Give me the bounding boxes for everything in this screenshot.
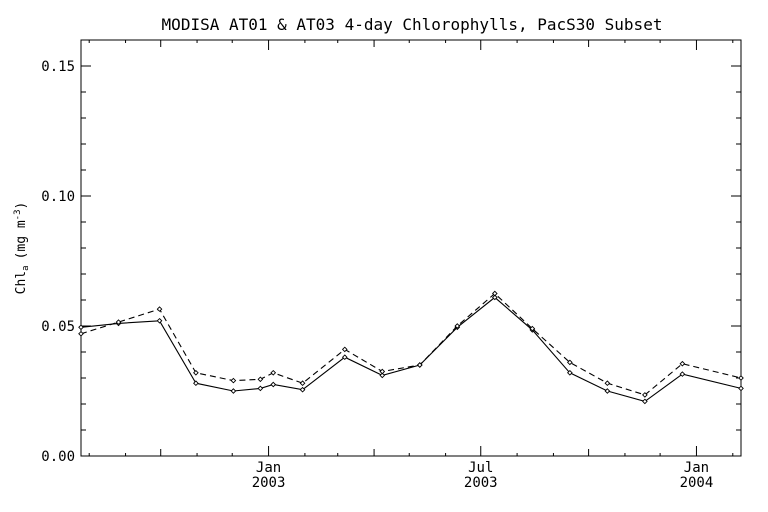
series-1-point (257, 385, 264, 392)
series-2-dashed-line (80, 292, 742, 396)
x-tick-label-year: 2003 (252, 475, 286, 491)
series-1-point (299, 386, 306, 393)
series-1-point (156, 317, 163, 324)
series-2-point (679, 360, 686, 367)
series-1-point (738, 385, 744, 392)
x-tick-label-month: Jul (468, 460, 493, 476)
y-axis-label-close: ) (14, 202, 29, 210)
y-tick-label: 0.15 (41, 59, 75, 75)
x-tick-label-year: 2003 (464, 475, 498, 491)
plot-frame (80, 39, 742, 457)
y-axis-ticks: 0.00 0.05 0.10 0.15 (41, 59, 741, 465)
series-1-point (567, 369, 573, 376)
y-axis-label: Chla (mg m-3) (13, 202, 31, 295)
series-layer (78, 290, 744, 405)
series-2-point (230, 377, 237, 384)
series-1-solid-line (80, 296, 742, 403)
series-2-point (115, 319, 122, 325)
series-2-point (270, 369, 277, 376)
x-tick-label-month: Jan (684, 460, 709, 476)
series-2-point (156, 306, 163, 312)
series-1-point (679, 371, 686, 377)
series-2-point (454, 323, 461, 329)
series-1-point (230, 388, 237, 394)
series-2-point (529, 325, 536, 332)
series-2-point (604, 380, 611, 387)
series-2-point (738, 375, 744, 381)
series-1-point (379, 372, 386, 379)
series-1-point (642, 398, 648, 405)
series-2-point (193, 369, 199, 376)
series-2-point (299, 380, 306, 387)
series-2-point (416, 362, 423, 368)
series-1-point (491, 294, 498, 301)
y-tick-label: 0.10 (41, 189, 75, 205)
series-1-point (270, 381, 277, 388)
y-axis-label-unit: (mg m (14, 220, 29, 259)
x-tick-label-year: 2004 (680, 475, 714, 491)
series-2-point (491, 290, 498, 297)
x-tick-label-month: Jan (256, 460, 281, 476)
series-2-point (341, 346, 348, 353)
series-1-point (341, 354, 348, 361)
y-tick-label: 0.00 (41, 449, 75, 465)
y-tick-label: 0.05 (41, 319, 75, 335)
series-1-point (193, 380, 199, 387)
series-1-point (604, 388, 611, 394)
series-2-point (379, 368, 386, 375)
series-2-point (567, 359, 573, 366)
series-1-point (78, 324, 84, 331)
series-2-point (642, 392, 648, 398)
series-2-point (78, 330, 84, 337)
series-2-point (257, 376, 264, 383)
chart-title: MODISA AT01 & AT03 4-day Chlorophylls, P… (162, 15, 663, 34)
y-axis-label-exponent: -3 (13, 209, 23, 220)
y-axis-label-main: Chl (14, 271, 29, 294)
y-axis-label-subscript: a (21, 265, 31, 270)
